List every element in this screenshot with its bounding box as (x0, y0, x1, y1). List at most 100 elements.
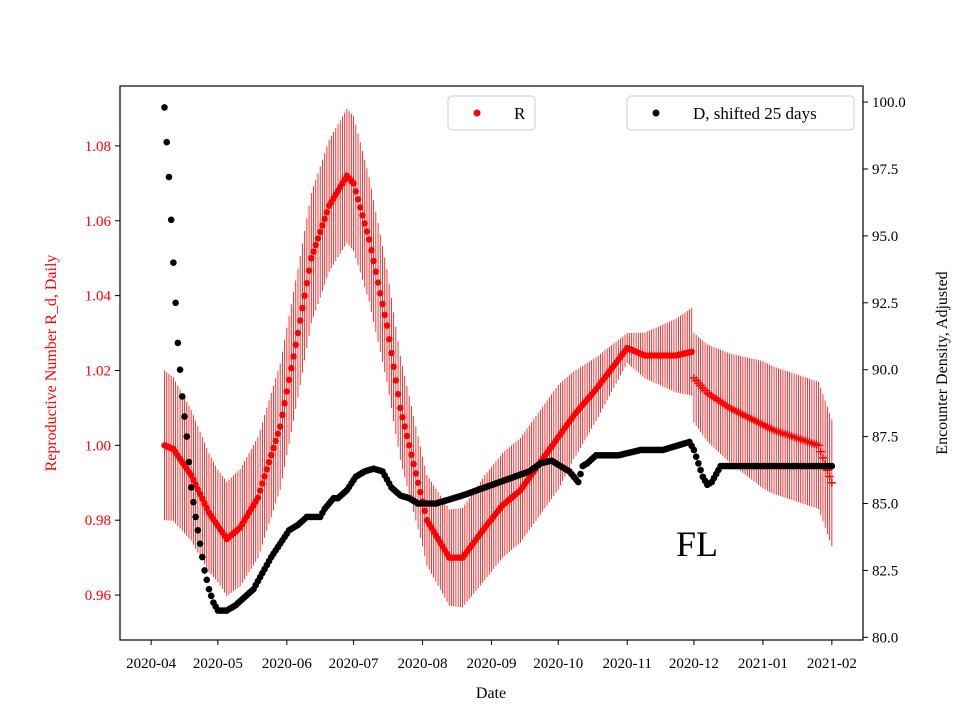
r-point (412, 470, 420, 477)
right-y-tick-label: 97.5 (872, 162, 898, 178)
d-point (190, 498, 197, 506)
r-point (417, 488, 424, 496)
legend-d: D, shifted 25 days (626, 95, 855, 131)
r-point (296, 317, 304, 324)
r-point (357, 204, 364, 211)
d-point (178, 393, 186, 400)
r-point (350, 180, 357, 187)
r-point (274, 430, 282, 437)
right-y-tick-label: 100.0 (872, 95, 906, 111)
r-point (314, 235, 322, 242)
right-y-axis: 80.0 82.5 85.0 87.5 90.0 92.5 95.0 97.5 100.0 (863, 95, 906, 646)
legend-r-frame (447, 95, 536, 131)
r-point (408, 451, 415, 458)
r-point (359, 212, 366, 219)
r-point (385, 336, 393, 343)
d-point (187, 484, 195, 491)
left-y-tick-label: 1.04 (85, 289, 112, 305)
r-point (285, 376, 293, 384)
r-point (301, 292, 308, 299)
x-tick-label: 2020-12 (669, 656, 719, 672)
r-point (401, 423, 408, 430)
r-point (279, 411, 286, 419)
x-tick-label: 2021-02 (807, 656, 857, 672)
d-point (172, 299, 179, 307)
d-point (174, 339, 182, 347)
r-point (312, 241, 319, 249)
r-point (354, 196, 362, 203)
r-point (305, 267, 313, 274)
d-point (690, 446, 698, 454)
r-point (374, 279, 382, 286)
d-point (170, 259, 177, 266)
x-tick-label: 2020-11 (602, 656, 651, 672)
region-label: FL (676, 524, 718, 564)
r-point (377, 290, 384, 297)
legend-r-marker (473, 109, 481, 117)
r-error-bars (164, 108, 833, 608)
r-point (256, 487, 264, 494)
d-point (201, 567, 208, 574)
legend-r-label: R (514, 104, 526, 123)
x-axis: 2020-04 2020-05 2020-06 2020-07 2020-08 2020-… (126, 640, 857, 672)
r-point (827, 478, 836, 487)
r-point (818, 453, 827, 462)
d-point (828, 462, 836, 470)
r-point (365, 236, 373, 243)
d-point (163, 138, 171, 146)
right-y-tick-label: 95.0 (872, 229, 898, 245)
left-y-axis-label: Reproductive Number R_d, Daily (43, 255, 60, 472)
right-y-tick-label: 85.0 (872, 497, 898, 513)
right-y-axis-label: Encounter Density, Adjusted (934, 271, 951, 454)
d-point (203, 576, 211, 584)
r-point (263, 466, 271, 473)
r-point (392, 377, 400, 384)
r-point (388, 349, 395, 357)
r-point (352, 188, 360, 195)
d-point (183, 433, 191, 440)
r-point (292, 341, 299, 348)
d-point (692, 453, 700, 460)
r-point (414, 479, 422, 486)
d-series (161, 104, 836, 614)
right-y-tick-label: 80.0 (872, 630, 898, 646)
r-point (294, 329, 302, 337)
r-point (317, 228, 324, 236)
right-y-tick-label: 82.5 (872, 563, 898, 579)
d-point (577, 470, 584, 478)
r-point (372, 268, 380, 275)
r-point (272, 437, 279, 445)
d-point (161, 104, 168, 111)
d-point (165, 173, 173, 181)
legend-d-label: D, shifted 25 days (693, 104, 817, 123)
r-point (368, 247, 375, 254)
right-y-tick-label: 92.5 (872, 296, 898, 312)
d-point (192, 513, 199, 521)
r-point (270, 444, 277, 452)
r-point (261, 473, 268, 480)
left-y-tick-label: 1.08 (85, 139, 111, 155)
d-point (196, 540, 204, 547)
d-point (176, 366, 184, 373)
r-series (161, 172, 836, 561)
r-point (259, 480, 266, 487)
right-y-tick-label: 87.5 (872, 430, 898, 446)
x-tick-label: 2020-08 (398, 656, 448, 672)
d-point (207, 592, 215, 600)
r-point (383, 322, 391, 329)
d-point (574, 478, 582, 486)
d-point (695, 460, 702, 467)
r-point (265, 458, 273, 466)
left-y-tick-label: 1.06 (85, 214, 112, 230)
r-point (379, 300, 386, 308)
legend-d-marker (652, 109, 660, 117)
x-tick-label: 2020-05 (193, 656, 243, 672)
legend-r: R (447, 95, 536, 131)
r-point (825, 472, 834, 481)
right-y-tick-label: 90.0 (872, 363, 898, 379)
r-point (303, 279, 311, 287)
left-y-tick-label: 0.98 (85, 513, 111, 529)
r-point (370, 257, 377, 265)
x-tick-label: 2020-04 (126, 656, 176, 672)
d-point (199, 553, 206, 561)
